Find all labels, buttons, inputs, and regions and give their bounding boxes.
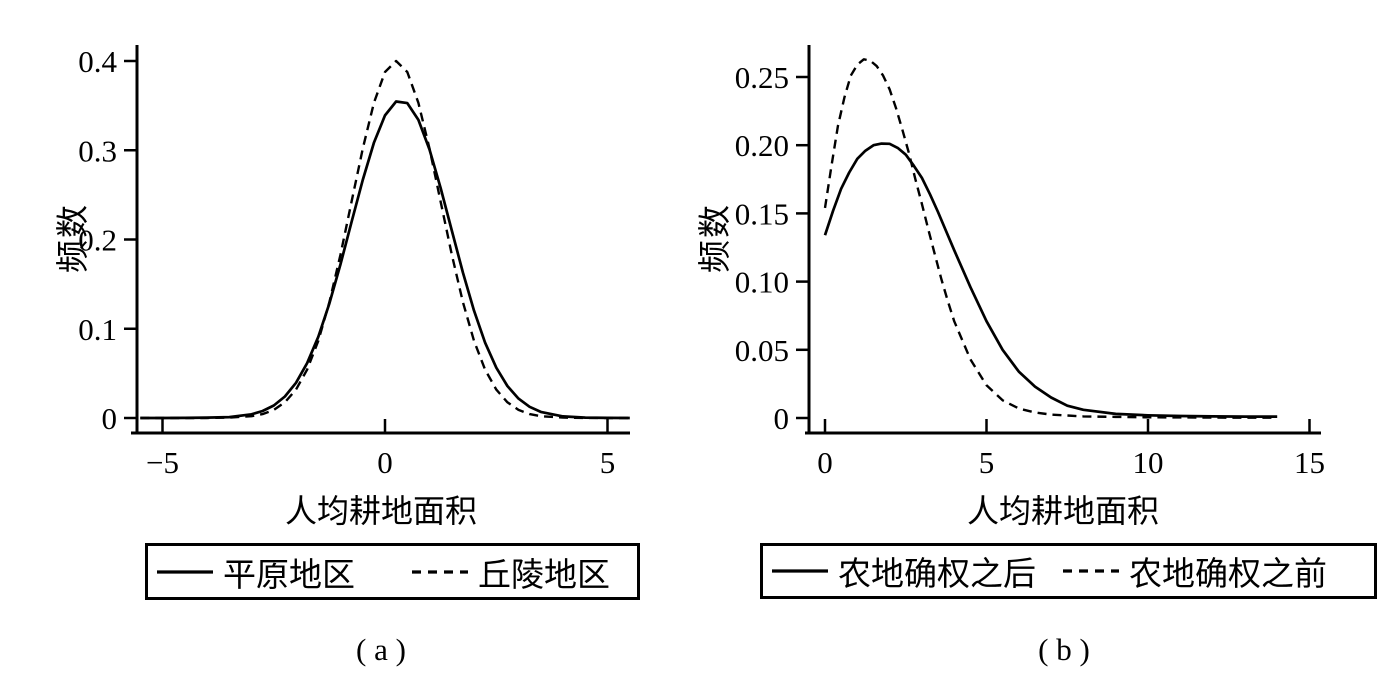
panel-b-series-0-curve xyxy=(823,142,1278,418)
panel-b-caption: ( b ) xyxy=(1038,632,1090,667)
panel-a-y-tick-label: 0.1 xyxy=(78,312,117,347)
panel-b-y-tick-label: 0.15 xyxy=(735,196,789,231)
solid-line-sample-icon xyxy=(157,569,213,574)
panel-b-series-1-curve xyxy=(823,58,1278,419)
panel-a-x-tick-label: 5 xyxy=(600,445,616,480)
panel-a-series-1-curve xyxy=(140,59,630,420)
dashed-line-sample-icon xyxy=(412,569,468,574)
y-axis-label-b: 频数 xyxy=(698,203,734,273)
panel-b-x-tick-label: 15 xyxy=(1294,445,1325,480)
legend-entry: 农地确权之后 xyxy=(771,547,1036,595)
solid-line-sample-icon xyxy=(772,569,828,573)
panel-b-y-tick-label: 0.10 xyxy=(735,265,789,300)
x-axis-label-b: 人均耕地面积 xyxy=(966,493,1160,529)
panel-a-x-tick-label: −5 xyxy=(146,445,179,480)
legend-entry: 平原地区 xyxy=(156,548,355,596)
legend-label: 农地确权之后 xyxy=(838,557,1036,593)
x-axis-label-a: 人均耕地面积 xyxy=(284,493,478,529)
panel-a-y-tick-label: 0 xyxy=(102,401,118,436)
panel-b-x-tick-label: 10 xyxy=(1133,445,1164,480)
panel-a-series-0-curve xyxy=(140,100,630,420)
legend-entry: 丘陵地区 xyxy=(411,548,610,596)
panel-a-caption: ( a ) xyxy=(356,632,406,667)
panel-b-x-tick-label: 5 xyxy=(979,445,995,480)
legend-a: 平原地区 丘陵地区 xyxy=(145,543,640,600)
panel-a-y-tick-label: 0.3 xyxy=(78,133,117,168)
panel-b-x-tick-label: 0 xyxy=(817,445,833,480)
panel-a-y-tick-label: 0.4 xyxy=(78,44,117,79)
legend-label: 平原地区 xyxy=(223,557,355,594)
dashed-line-sample-icon xyxy=(1063,569,1119,573)
legend-entry: 农地确权之前 xyxy=(1062,547,1327,595)
legend-label: 农地确权之前 xyxy=(1129,557,1327,593)
panel-a-x-tick-label: 0 xyxy=(377,445,393,480)
panel-a-y-tick-label: 0.2 xyxy=(78,223,117,258)
panel-b-y-tick-label: 0 xyxy=(774,401,790,436)
panel-b-y-tick-label: 0.05 xyxy=(735,333,789,368)
panel-b-y-tick-label: 0.25 xyxy=(735,60,789,95)
y-axis-label-a: 频数 xyxy=(56,203,92,273)
legend-label: 丘陵地区 xyxy=(478,557,610,594)
legend-b: 农地确权之后 农地确权之前 xyxy=(760,543,1377,599)
panel-b-y-tick-label: 0.20 xyxy=(735,128,789,163)
